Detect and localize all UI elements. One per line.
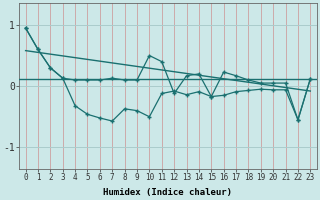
X-axis label: Humidex (Indice chaleur): Humidex (Indice chaleur) [103, 188, 232, 197]
